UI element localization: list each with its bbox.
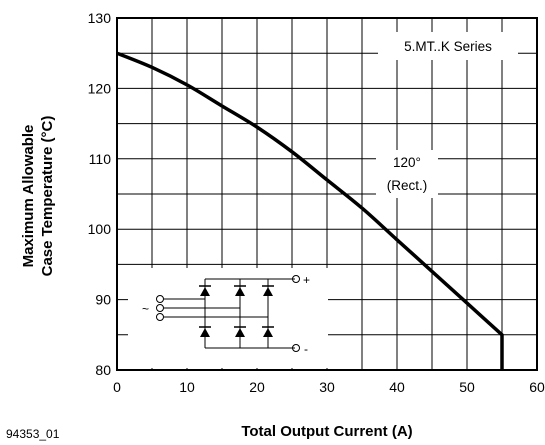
condition-label-line2: (Rect.) <box>387 178 428 193</box>
y-tick-label: 130 <box>88 10 112 26</box>
y-tick-label: 80 <box>95 362 111 378</box>
x-tick-label: 30 <box>319 379 335 395</box>
series-label-box <box>378 32 518 60</box>
plus-terminal-label: + <box>303 273 310 287</box>
x-tick-label: 40 <box>389 379 405 395</box>
schematic-box <box>128 268 328 368</box>
minus-terminal-label: - <box>304 342 308 356</box>
y-tick-label: 120 <box>88 80 112 96</box>
y-axis-ticks: 80 90 100 110 120 130 <box>88 10 112 378</box>
x-axis-title: Total Output Current (A) <box>241 423 412 440</box>
y-tick-label: 100 <box>88 221 112 237</box>
x-axis-ticks: 0 10 20 30 40 50 60 <box>113 379 545 395</box>
x-tick-label: 0 <box>113 379 121 395</box>
plot-frame <box>116 17 538 371</box>
x-tick-label: 50 <box>459 379 475 395</box>
x-tick-label: 10 <box>179 379 195 395</box>
condition-label-line1: 120° <box>393 155 421 170</box>
x-tick-label: 60 <box>529 379 545 395</box>
figure-id: 94353_01 <box>6 427 60 441</box>
series-layer <box>116 51 504 370</box>
y-tick-label: 90 <box>95 292 111 308</box>
y-axis-title-line2: Case Temperature (°C) <box>39 116 56 277</box>
series-label: 5.MT..K Series <box>404 39 492 54</box>
y-tick-label: 110 <box>89 151 112 167</box>
y-axis-title-line1: Maximum Allowable <box>20 125 37 268</box>
ac-input-label: ~ <box>142 302 149 316</box>
series-line <box>116 51 504 370</box>
rectifier-schematic: + - ~ <box>128 268 328 368</box>
condition-box <box>376 150 438 198</box>
x-tick-label: 20 <box>249 379 265 395</box>
